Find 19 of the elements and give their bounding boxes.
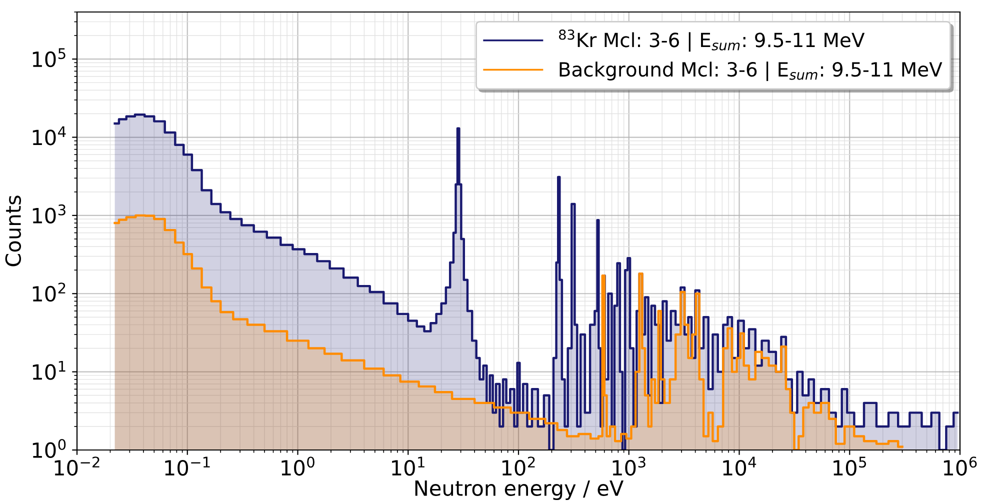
y-tick-label: 10$^{5}$ (32, 48, 66, 68)
legend-label: $^{83}$Kr Mcl: 3-6 | E$_{sum}$: 9.5-11 MeV (559, 30, 865, 52)
x-tick-label: 10$^{6}$ (944, 456, 977, 476)
y-tick-label: 10$^{0}$ (32, 438, 66, 458)
y-tick-label: 10$^{4}$ (32, 126, 66, 146)
x-axis-title: Neutron energy / eV (415, 480, 624, 500)
x-tick-label: 10$^{1}$ (392, 456, 424, 476)
x-tick-label: 10$^{−1}$ (165, 456, 210, 476)
y-tick-label: 10$^{1}$ (32, 360, 66, 380)
x-tick-label: 10$^{0}$ (282, 456, 314, 476)
y-axis-title: Counts (5, 196, 22, 266)
x-tick-label: 10$^{−2}$ (54, 456, 100, 476)
y-tick-label: 10$^{3}$ (32, 204, 66, 224)
y-tick-label: 10$^{2}$ (32, 282, 66, 302)
x-tick-label: 10$^{4}$ (723, 456, 756, 476)
x-tick-label: 10$^{3}$ (612, 456, 646, 476)
x-tick-label: 10$^{2}$ (502, 456, 535, 476)
x-tick-label: 10$^{5}$ (834, 456, 866, 476)
legend-label: Background Mcl: 3-6 | E$_{sum}$: 9.5-11 MeV (560, 62, 942, 82)
